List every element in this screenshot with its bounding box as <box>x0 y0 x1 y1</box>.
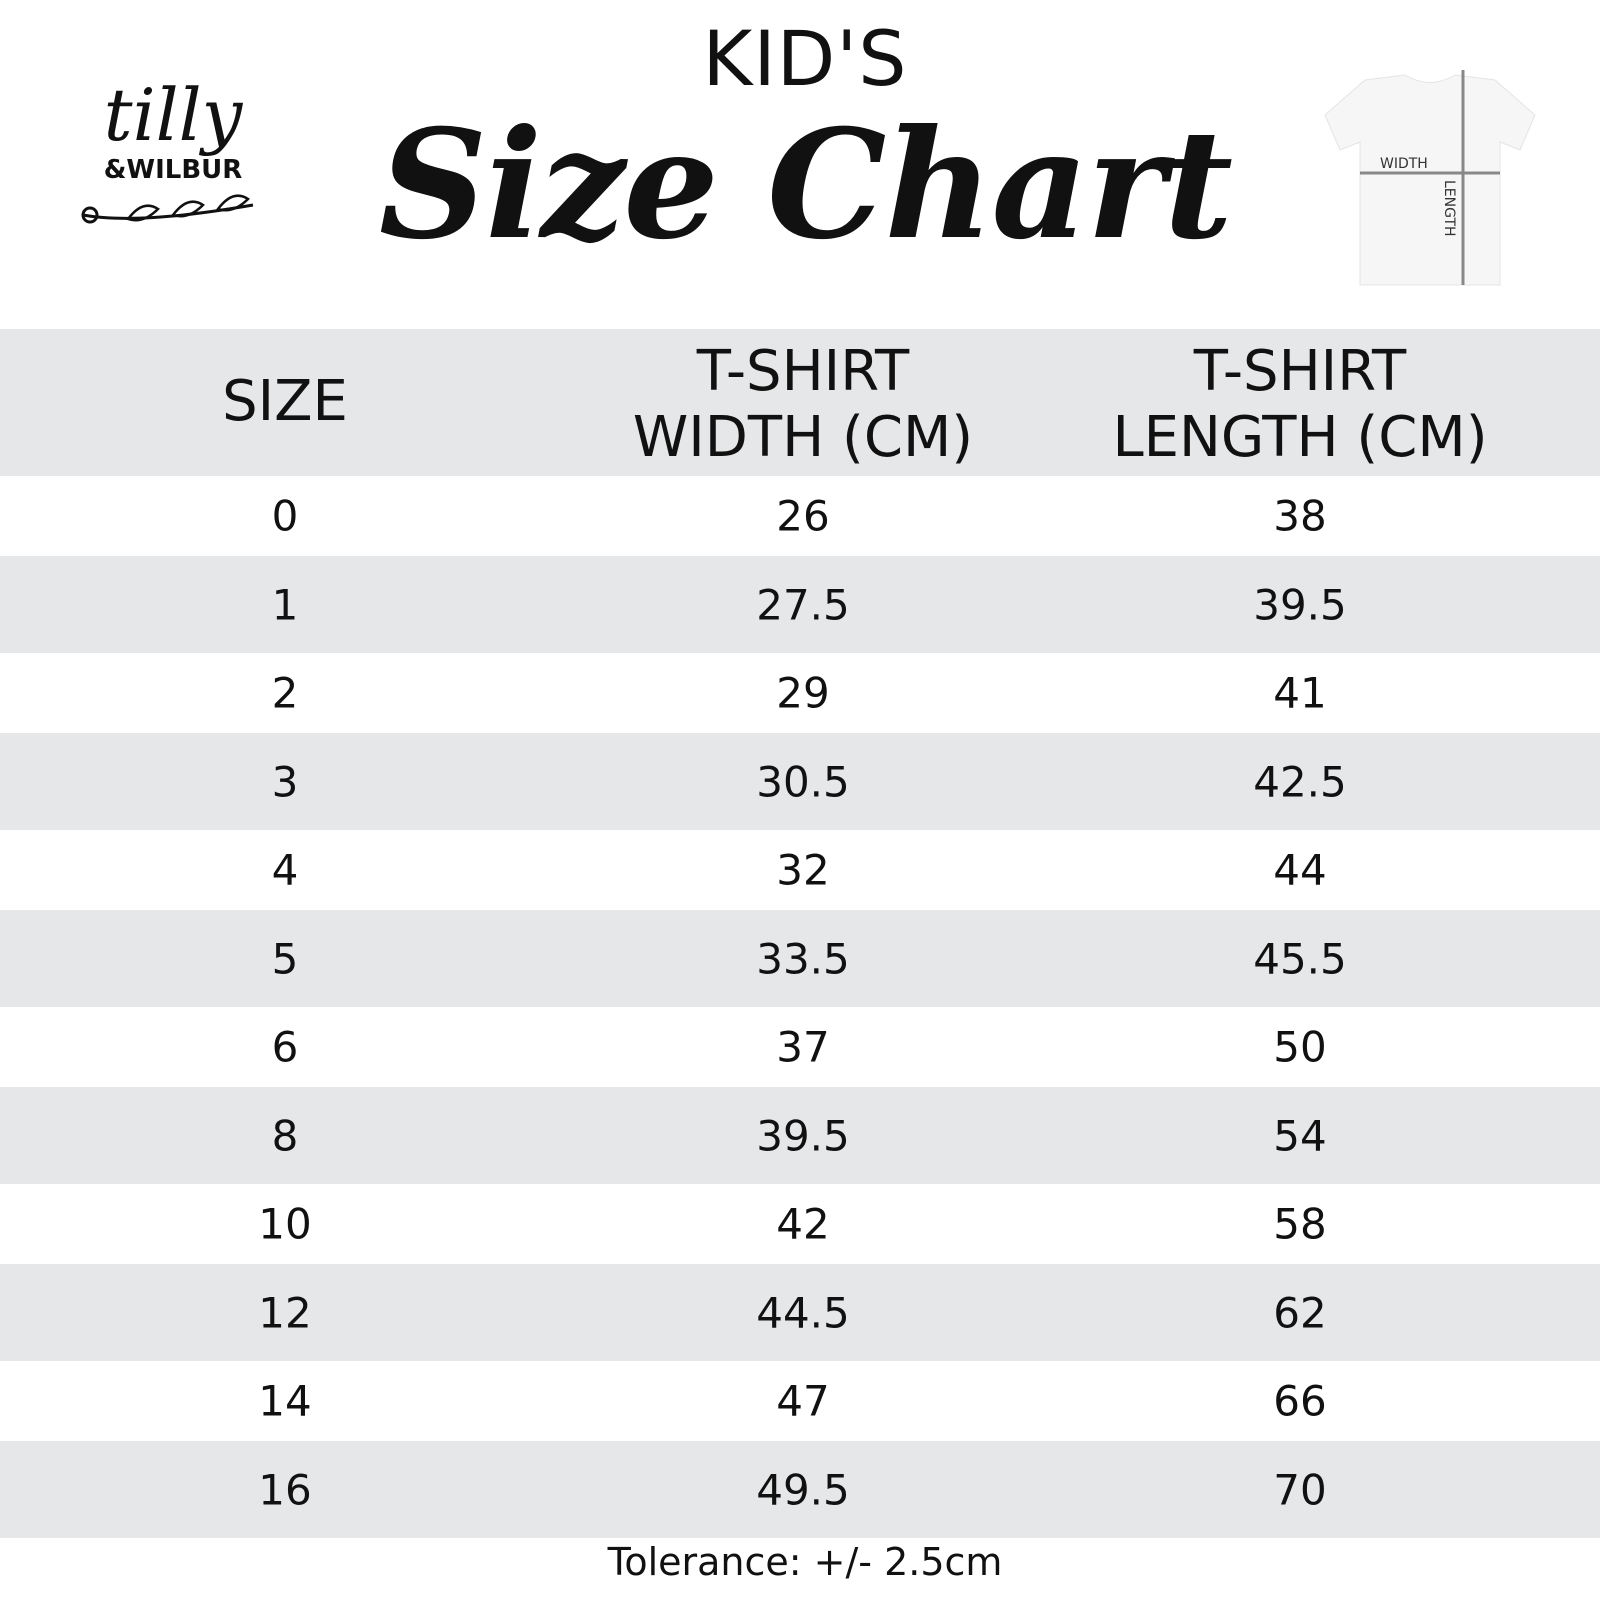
cell-width: 39.5 <box>756 1111 850 1160</box>
table-row: 6 37 50 <box>0 1007 1600 1087</box>
logo-word-wilbur: &WILBUR <box>103 155 243 185</box>
cell-size: 10 <box>258 1199 312 1249</box>
header-width: T-SHIRT WIDTH (CM) <box>553 339 1053 471</box>
width-label: WIDTH <box>1380 156 1428 172</box>
tshirt-diagram: WIDTH LENGTH <box>1324 70 1536 286</box>
header-length-line2: LENGTH (CM) <box>1112 405 1488 470</box>
cell-length: 41 <box>1273 668 1327 718</box>
cell-width: 44.5 <box>756 1288 850 1337</box>
page-title: Size Chart <box>378 97 1233 273</box>
length-label: LENGTH <box>1441 180 1457 237</box>
cell-size: 1 <box>271 580 299 629</box>
cell-width: 42 <box>776 1199 830 1249</box>
cell-width: 33.5 <box>756 934 850 983</box>
cell-size: 12 <box>258 1288 312 1337</box>
cell-length: 50 <box>1273 1022 1327 1072</box>
cell-width: 32 <box>776 845 830 895</box>
cell-width: 47 <box>776 1376 830 1426</box>
cell-size: 6 <box>271 1022 299 1072</box>
cell-width: 29 <box>776 668 830 718</box>
cell-size: 8 <box>271 1111 299 1160</box>
cell-length: 58 <box>1273 1199 1327 1249</box>
table-row: 12 44.5 62 <box>0 1264 1600 1361</box>
cell-length: 38 <box>1273 491 1327 541</box>
table-row: 10 42 58 <box>0 1184 1600 1264</box>
cell-size: 14 <box>258 1376 312 1426</box>
cell-length: 62 <box>1273 1288 1327 1337</box>
cell-size: 4 <box>271 845 299 895</box>
kicker-heading: KID'S <box>702 14 908 103</box>
header-size: SIZE <box>222 369 348 434</box>
cell-width: 26 <box>776 491 830 541</box>
cell-size: 5 <box>271 934 299 983</box>
cell-size: 16 <box>258 1465 312 1514</box>
cell-size: 3 <box>271 757 299 806</box>
cell-length: 42.5 <box>1253 757 1347 806</box>
cell-width: 30.5 <box>756 757 850 806</box>
cell-size: 0 <box>271 491 299 541</box>
header-length: T-SHIRT LENGTH (CM) <box>1030 339 1570 471</box>
leaf-branch-icon <box>81 194 254 224</box>
cell-width: 37 <box>776 1022 830 1072</box>
cell-length: 54 <box>1273 1111 1327 1160</box>
cell-width: 49.5 <box>756 1465 850 1514</box>
cell-size: 2 <box>271 668 299 718</box>
table-header: SIZE T-SHIRT WIDTH (CM) T-SHIRT LENGTH (… <box>0 329 1600 476</box>
table-row: 5 33.5 45.5 <box>0 910 1600 1007</box>
table-row: 2 29 41 <box>0 653 1600 733</box>
cell-length: 39.5 <box>1253 580 1347 629</box>
brand-logo: tilly &WILBUR <box>78 75 268 265</box>
size-table: SIZE T-SHIRT WIDTH (CM) T-SHIRT LENGTH (… <box>0 329 1600 1538</box>
table-row: 8 39.5 54 <box>0 1087 1600 1184</box>
cell-length: 44 <box>1273 845 1327 895</box>
table-row: 14 47 66 <box>0 1361 1600 1441</box>
header-length-line1: T-SHIRT <box>1193 339 1407 404</box>
table-row: 16 49.5 70 <box>0 1441 1600 1538</box>
table-row: 1 27.5 39.5 <box>0 556 1600 653</box>
table-row: 0 26 38 <box>0 476 1600 556</box>
cell-length: 66 <box>1273 1376 1327 1426</box>
cell-length: 45.5 <box>1253 934 1347 983</box>
table-row: 4 32 44 <box>0 830 1600 910</box>
tolerance-note: Tolerance: +/- 2.5cm <box>607 1540 1003 1584</box>
cell-length: 70 <box>1273 1465 1327 1514</box>
table-row: 3 30.5 42.5 <box>0 733 1600 830</box>
header-width-line1: T-SHIRT <box>696 339 910 404</box>
cell-width: 27.5 <box>756 580 850 629</box>
logo-word-tilly: tilly <box>103 73 243 157</box>
header-width-line2: WIDTH (CM) <box>632 405 974 470</box>
